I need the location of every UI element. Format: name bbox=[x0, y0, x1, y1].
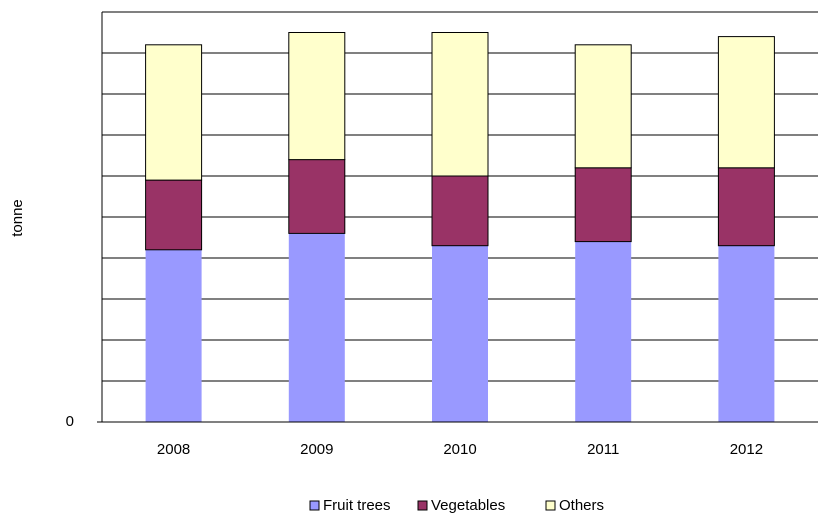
legend-label: Others bbox=[559, 497, 604, 514]
x-tick-label: 2011 bbox=[587, 441, 619, 458]
bar-segment bbox=[574, 167, 632, 243]
legend-swatch bbox=[545, 500, 556, 511]
x-tick-label: 2012 bbox=[730, 441, 763, 458]
y-tick-label: 0 bbox=[66, 413, 74, 430]
bar-segment bbox=[717, 36, 775, 169]
bar-segment bbox=[431, 175, 489, 247]
bar-segment bbox=[288, 233, 345, 422]
legend-label: Vegetables bbox=[431, 497, 505, 514]
bar-segment bbox=[288, 159, 346, 234]
legend-swatch bbox=[309, 500, 320, 511]
x-tick-label: 2010 bbox=[443, 441, 476, 458]
bar-segment bbox=[145, 179, 203, 251]
bar-segment bbox=[145, 249, 202, 422]
bar-segment bbox=[288, 32, 346, 161]
bar-segment bbox=[432, 245, 488, 422]
y-axis-label: tonne bbox=[9, 199, 26, 237]
bar-segment bbox=[431, 32, 489, 177]
bar-segment bbox=[717, 167, 775, 247]
bar-segment bbox=[575, 241, 632, 422]
bar-segment bbox=[145, 44, 203, 181]
x-tick-label: 2008 bbox=[157, 441, 190, 458]
bar-segment bbox=[718, 245, 775, 422]
x-tick-label: 2009 bbox=[300, 441, 333, 458]
bar-segment bbox=[574, 44, 632, 169]
legend-label: Fruit trees bbox=[323, 497, 391, 514]
legend-swatch bbox=[417, 500, 428, 511]
